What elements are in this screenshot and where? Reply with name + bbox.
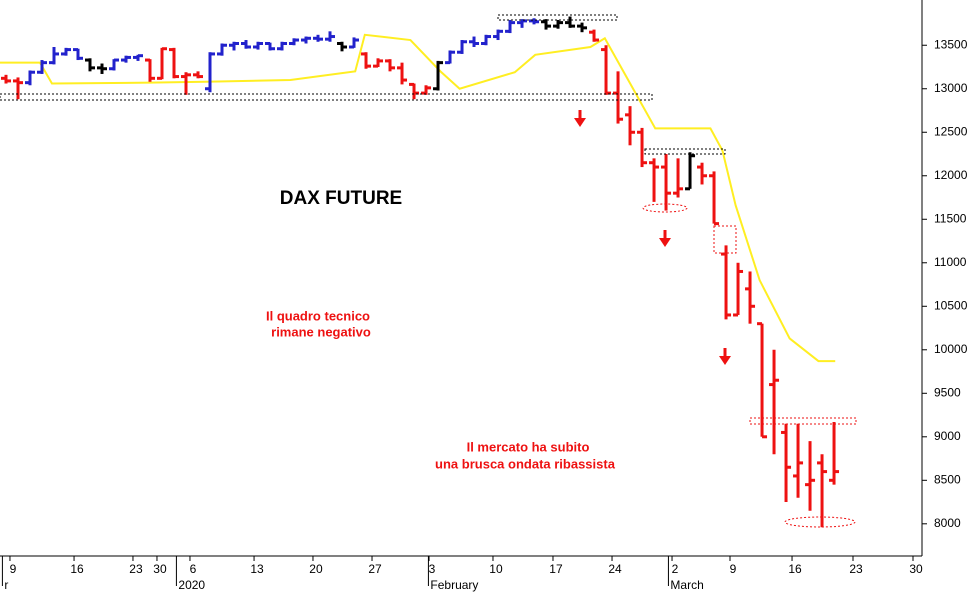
annotation: Il mercato ha subito: [467, 439, 590, 454]
y-tick-label: 12000: [934, 168, 968, 182]
y-tick-label: 10000: [934, 342, 968, 356]
annotation: una brusca ondata ribassista: [435, 456, 616, 471]
support-band: [0, 93, 653, 101]
resistance-band: [497, 14, 618, 21]
y-tick-label: 13500: [934, 37, 968, 51]
x-period-label: r: [4, 578, 8, 592]
y-tick-label: 8000: [934, 516, 961, 530]
chart-title: DAX FUTURE: [280, 188, 402, 209]
x-tick-label: 9: [730, 562, 737, 576]
y-tick-label: 11000: [934, 255, 967, 269]
low-highlight: [642, 203, 688, 213]
y-tick-label: 12500: [934, 124, 968, 138]
y-tick-label: 9500: [934, 385, 961, 399]
annotation: rimane negativo: [271, 324, 371, 339]
y-tick-label: 9000: [934, 429, 961, 443]
x-tick-label: 16: [70, 562, 84, 576]
y-tick-label: 10500: [934, 298, 968, 312]
plot-area: [0, 16, 840, 528]
x-tick-label: 27: [368, 562, 382, 576]
x-tick-label: 17: [549, 562, 563, 576]
x-tick-label: 16: [788, 562, 802, 576]
x-tick-label: 10: [489, 562, 503, 576]
y-tick-label: 13000: [934, 81, 968, 95]
x-period-label: February: [430, 578, 478, 592]
x-tick-label: 13: [250, 562, 264, 576]
x-tick-label: 23: [849, 562, 863, 576]
resistance-band: [644, 148, 726, 155]
annotation: Il quadro tecnico: [266, 308, 370, 323]
gap-highlight: [713, 225, 737, 254]
x-tick-label: 23: [129, 562, 143, 576]
y-tick-label: 11500: [934, 211, 967, 225]
range-highlight: [749, 417, 857, 425]
x-tick-label: 30: [153, 562, 167, 576]
down-arrows: [574, 110, 731, 365]
y-tick-label: 8500: [934, 472, 961, 486]
x-tick-label: 3: [429, 562, 436, 576]
low-highlight: [784, 516, 856, 528]
x-tick-label: 2: [672, 562, 679, 576]
x-tick-label: 30: [909, 562, 923, 576]
x-tick-label: 20: [309, 562, 323, 576]
x-tick-label: 24: [608, 562, 622, 576]
x-period-label: 2020: [178, 578, 205, 592]
x-tick-label: 9: [10, 562, 17, 576]
x-tick-label: 6: [190, 562, 197, 576]
x-period-label: March: [670, 578, 703, 592]
